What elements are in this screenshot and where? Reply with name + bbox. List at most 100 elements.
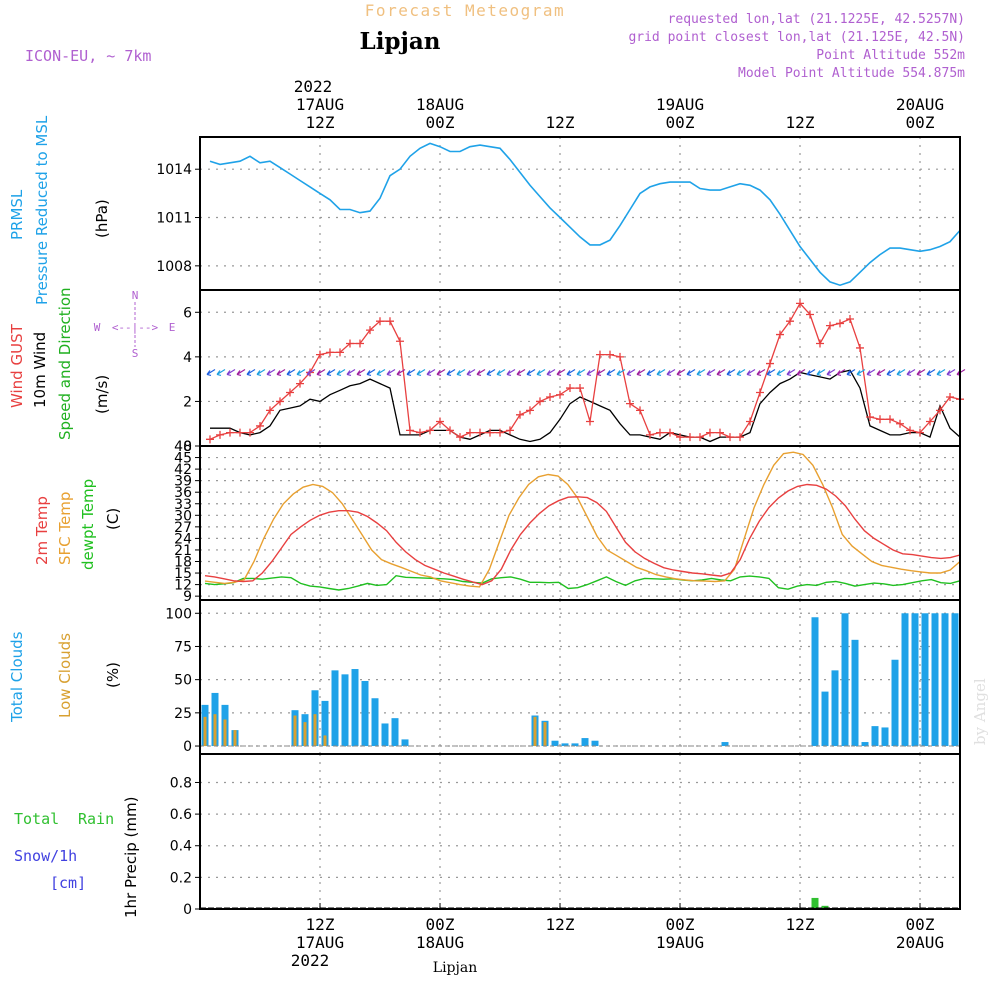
ytick-label-pressure: 1014: [156, 162, 192, 178]
wind-direction-arrow: [916, 368, 926, 377]
wind-gust-marker: [726, 433, 734, 442]
total-clouds-bar: [561, 743, 569, 747]
total-clouds-bar: [891, 659, 899, 747]
wind-direction-arrow: [606, 368, 616, 377]
precip-snow-label: Snow/1h: [14, 847, 77, 865]
wind-gust-marker: [666, 428, 674, 437]
top-hour-label: 12Z: [786, 113, 815, 132]
wind-gust-marker: [946, 392, 954, 401]
temp-2m-label: 2m Temp: [33, 496, 51, 565]
wind-direction-arrow: [706, 368, 716, 377]
wind-gust-marker: [276, 397, 284, 406]
wind-direction-arrow: [736, 368, 746, 377]
precip-total-label: Total: [14, 810, 59, 828]
ytick-label-clouds: 50: [174, 673, 192, 689]
chart-title: Forecast Meteogram: [365, 1, 565, 20]
top-date-label: 17AUG: [296, 95, 344, 114]
wind-direction-arrow: [676, 368, 686, 377]
wind-direction-arrow: [466, 368, 476, 377]
wind-direction-arrow: [876, 368, 886, 377]
wind-gust-marker: [246, 428, 254, 437]
total-clouds-label: Total Clouds: [8, 631, 26, 723]
top-date-label: 18AUG: [416, 95, 464, 114]
wind-gust-marker: [656, 428, 664, 437]
wind-direction-arrow: [336, 368, 346, 377]
total-clouds-bar: [551, 740, 559, 747]
wind-direction-arrow: [636, 368, 646, 377]
total-clouds-bar: [331, 670, 339, 747]
top-date-label: 19AUG: [656, 95, 704, 114]
ytick-label-temp: 12: [174, 578, 192, 594]
wind-gust-marker: [826, 321, 834, 330]
wind-direction-arrow: [716, 368, 726, 377]
wind-direction-arrow: [516, 368, 526, 377]
panel-frame-precip: [199, 753, 961, 910]
low-clouds-bar: [203, 716, 207, 747]
total-clouds-bar: [721, 742, 729, 747]
total-clouds-bar: [341, 674, 349, 747]
ytick-label-precip: 0.8: [170, 775, 192, 791]
total-clouds-bar: [321, 700, 329, 747]
low-clouds-bar: [303, 722, 307, 747]
wind-direction-arrow: [896, 368, 906, 377]
ytick-label-temp: 48: [174, 439, 192, 455]
wind-gust-marker: [696, 433, 704, 442]
pressure-label-2: Pressure Reduced to MSL: [33, 115, 51, 305]
wind-direction-arrow: [836, 368, 846, 377]
ytick-label-clouds: 0: [183, 739, 192, 755]
precip-rain-label: Rain: [78, 810, 114, 828]
wind-direction-arrow: [266, 368, 276, 377]
total-clouds-bar: [391, 718, 399, 747]
temp-unit: (C): [104, 508, 122, 530]
wind-gust-marker: [366, 326, 374, 335]
wind-gust-marker: [926, 417, 934, 426]
wind-unit: (m/s): [93, 375, 111, 414]
model-altitude: Model Point Altitude 554.875m: [738, 66, 965, 81]
wind-gust-marker: [586, 417, 594, 426]
wind-direction-arrow: [936, 368, 946, 377]
wind-gust-marker: [226, 428, 234, 437]
wind-direction-arrow: [326, 368, 336, 377]
ytick-label-clouds: 75: [174, 639, 192, 655]
wind-gust-marker: [426, 426, 434, 435]
wind-direction-arrow: [446, 368, 456, 377]
wind-direction-arrow: [256, 368, 266, 377]
wind-gust-marker: [686, 433, 694, 442]
wind-direction-arrow: [656, 368, 666, 377]
total-clouds-bar: [571, 743, 579, 747]
wind-direction-arrow: [646, 368, 656, 377]
wind-gust-marker: [256, 421, 264, 430]
wind-direction-arrow: [416, 368, 426, 377]
wind-direction-arrow: [546, 368, 556, 377]
compass-w: W: [94, 321, 101, 334]
total-clouds-bar: [911, 613, 919, 747]
wind-direction-arrow: [436, 368, 446, 377]
total-clouds-bar: [381, 723, 389, 747]
wind-direction-arrow: [226, 368, 236, 377]
top-hour-label: 00Z: [666, 113, 695, 132]
wind-gust-marker: [546, 392, 554, 401]
wind-gust-marker: [516, 410, 524, 419]
wind-direction-arrow: [306, 368, 316, 377]
ytick-label-clouds: 100: [165, 606, 192, 622]
wind-direction-arrow: [666, 368, 676, 377]
ytick-label-wind: 2: [183, 394, 192, 410]
wind-gust-marker: [376, 317, 384, 326]
bottom-hour-label: 00Z: [906, 915, 935, 934]
compass-e: E: [169, 321, 176, 334]
bottom-date-label: 19AUG: [656, 933, 704, 952]
wind-direction-arrow: [216, 368, 226, 377]
wind-gust-marker: [476, 428, 484, 437]
grid-lines: [200, 137, 960, 910]
wind-gust-marker: [416, 428, 424, 437]
wind-gust-marker: [266, 406, 274, 415]
low-clouds-bar: [293, 715, 297, 747]
wind-direction-arrow: [786, 368, 796, 377]
wind-direction-arrow: [946, 368, 956, 377]
wind-direction-arrow: [696, 368, 706, 377]
wind-gust-marker: [326, 348, 334, 357]
wind-direction-arrow: [566, 368, 576, 377]
temp-2m-line: [204, 483, 961, 586]
